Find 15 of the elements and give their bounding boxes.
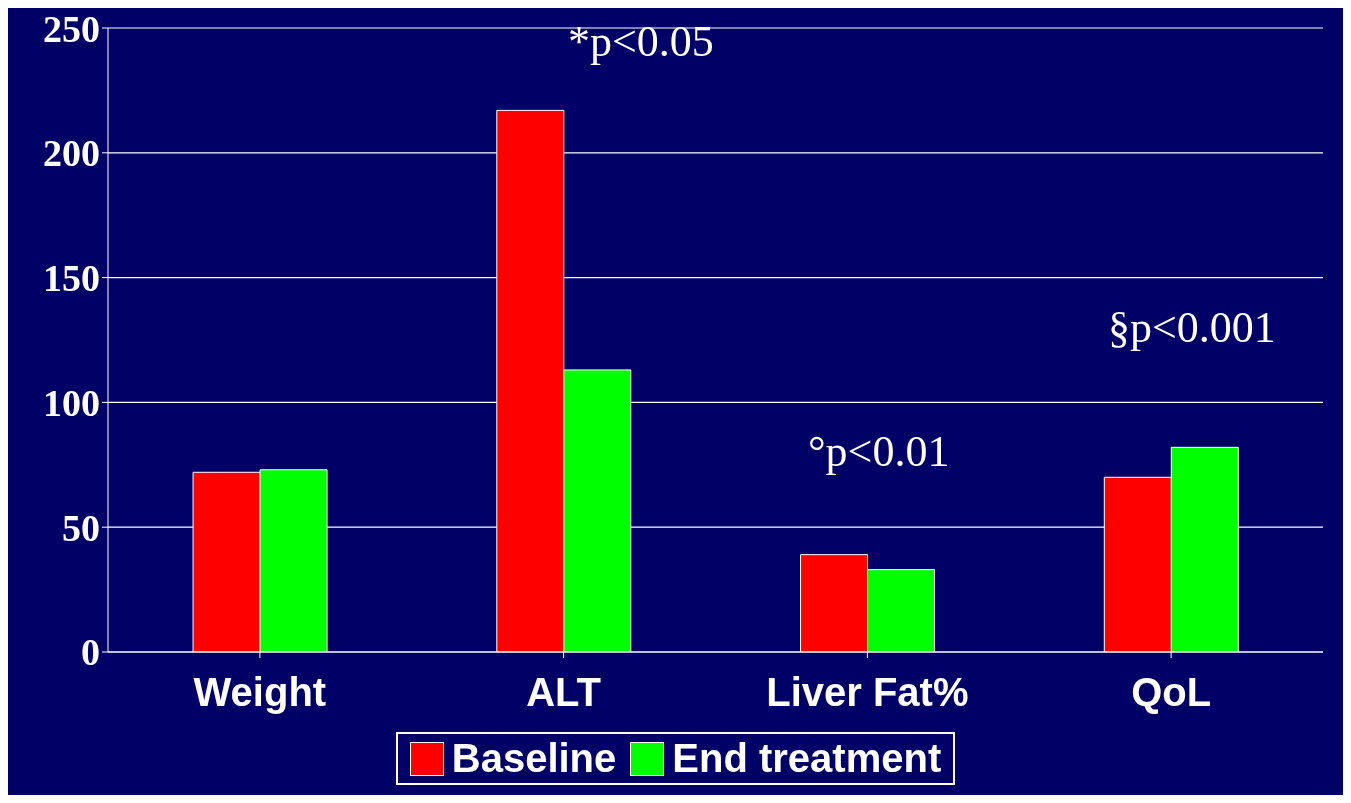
x-tick-label: Liver Fat% [766,670,969,715]
x-tick-label: Weight [193,670,327,715]
annotation: *p<0.05 [568,17,714,66]
annotation: °p<0.01 [808,427,950,476]
legend-label: End treatment [672,736,942,781]
y-tick-label: 100 [43,381,100,424]
y-tick-label: 0 [81,631,100,674]
annotation: §p<0.001 [1108,303,1276,352]
y-tick-label: 200 [43,132,100,175]
y-tick-label: 250 [43,7,100,50]
y-tick-label: 150 [43,257,100,300]
y-tick-label: 50 [62,506,100,549]
x-tick-label: ALT [526,670,602,715]
x-tick-label: QoL [1131,670,1212,715]
legend-label: Baseline [451,736,617,781]
